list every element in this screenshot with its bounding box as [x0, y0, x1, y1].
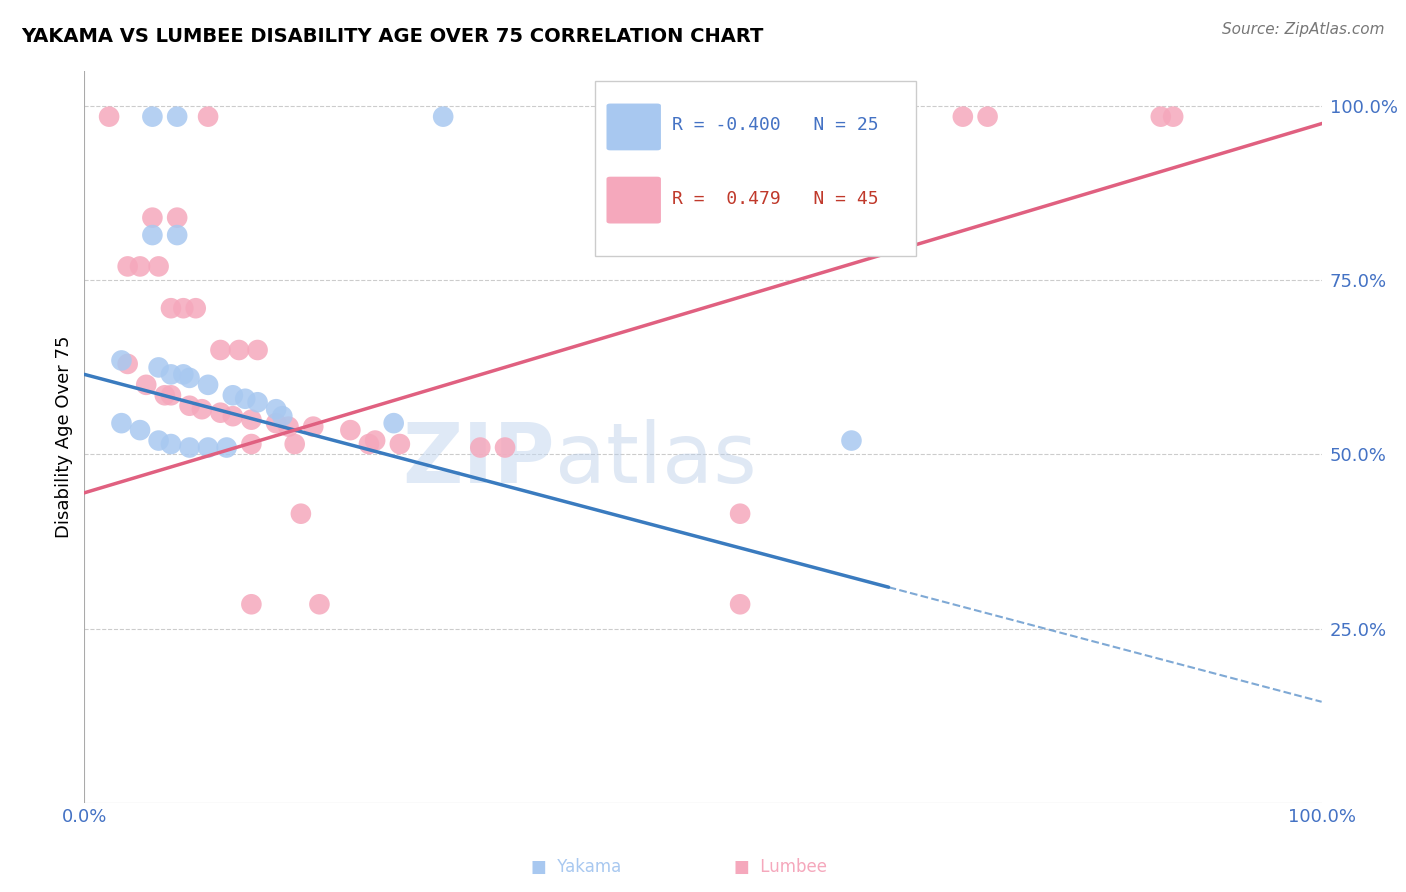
Point — [222, 388, 245, 402]
Point — [191, 402, 214, 417]
Point — [209, 406, 232, 420]
Text: Source: ZipAtlas.com: Source: ZipAtlas.com — [1222, 22, 1385, 37]
Point — [339, 423, 361, 437]
Point — [166, 110, 188, 124]
FancyBboxPatch shape — [606, 177, 661, 224]
Point — [841, 434, 863, 448]
Point — [246, 395, 269, 409]
Point — [209, 343, 232, 357]
Point — [728, 597, 751, 611]
Point — [197, 110, 219, 124]
Point — [117, 357, 139, 371]
Point — [148, 434, 170, 448]
Point — [179, 371, 201, 385]
Point — [117, 260, 139, 274]
Point — [388, 437, 411, 451]
Point — [432, 110, 454, 124]
Point — [184, 301, 207, 316]
Point — [110, 416, 132, 430]
Point — [129, 423, 152, 437]
Point — [228, 343, 250, 357]
Point — [141, 211, 163, 225]
Point — [166, 228, 188, 243]
Point — [1161, 110, 1184, 124]
Point — [284, 437, 307, 451]
Point — [952, 110, 974, 124]
Point — [215, 441, 238, 455]
FancyBboxPatch shape — [606, 103, 661, 151]
Text: R = -0.400   N = 25: R = -0.400 N = 25 — [672, 117, 879, 135]
Point — [129, 260, 152, 274]
FancyBboxPatch shape — [595, 81, 915, 256]
Point — [197, 441, 219, 455]
Point — [302, 419, 325, 434]
Point — [179, 441, 201, 455]
Point — [141, 228, 163, 243]
Point — [153, 388, 176, 402]
Point — [110, 353, 132, 368]
Point — [240, 412, 263, 426]
Point — [364, 434, 387, 448]
Point — [277, 419, 299, 434]
Point — [240, 597, 263, 611]
Point — [222, 409, 245, 424]
Point — [98, 110, 121, 124]
Point — [264, 402, 287, 417]
Point — [197, 377, 219, 392]
Text: YAKAMA VS LUMBEE DISABILITY AGE OVER 75 CORRELATION CHART: YAKAMA VS LUMBEE DISABILITY AGE OVER 75 … — [21, 27, 763, 45]
Point — [172, 301, 194, 316]
Point — [135, 377, 157, 392]
Point — [290, 507, 312, 521]
Point — [233, 392, 256, 406]
Point — [160, 368, 183, 382]
Text: R =  0.479   N = 45: R = 0.479 N = 45 — [672, 190, 879, 208]
Point — [1150, 110, 1173, 124]
Point — [308, 597, 330, 611]
Text: ZIP: ZIP — [402, 418, 554, 500]
Y-axis label: Disability Age Over 75: Disability Age Over 75 — [55, 335, 73, 539]
Text: ■  Yakama: ■ Yakama — [531, 858, 621, 876]
Point — [470, 441, 492, 455]
Text: ■  Lumbee: ■ Lumbee — [734, 858, 827, 876]
Point — [976, 110, 998, 124]
Point — [264, 416, 287, 430]
Point — [271, 409, 294, 424]
Point — [148, 260, 170, 274]
Point — [160, 437, 183, 451]
Point — [728, 507, 751, 521]
Point — [240, 437, 263, 451]
Point — [357, 437, 380, 451]
Point — [382, 416, 405, 430]
Point — [179, 399, 201, 413]
Point — [160, 301, 183, 316]
Point — [246, 343, 269, 357]
Point — [148, 360, 170, 375]
Point — [141, 110, 163, 124]
Point — [172, 368, 194, 382]
Text: atlas: atlas — [554, 418, 756, 500]
Point — [166, 211, 188, 225]
Point — [728, 110, 751, 124]
Point — [160, 388, 183, 402]
Point — [494, 441, 516, 455]
